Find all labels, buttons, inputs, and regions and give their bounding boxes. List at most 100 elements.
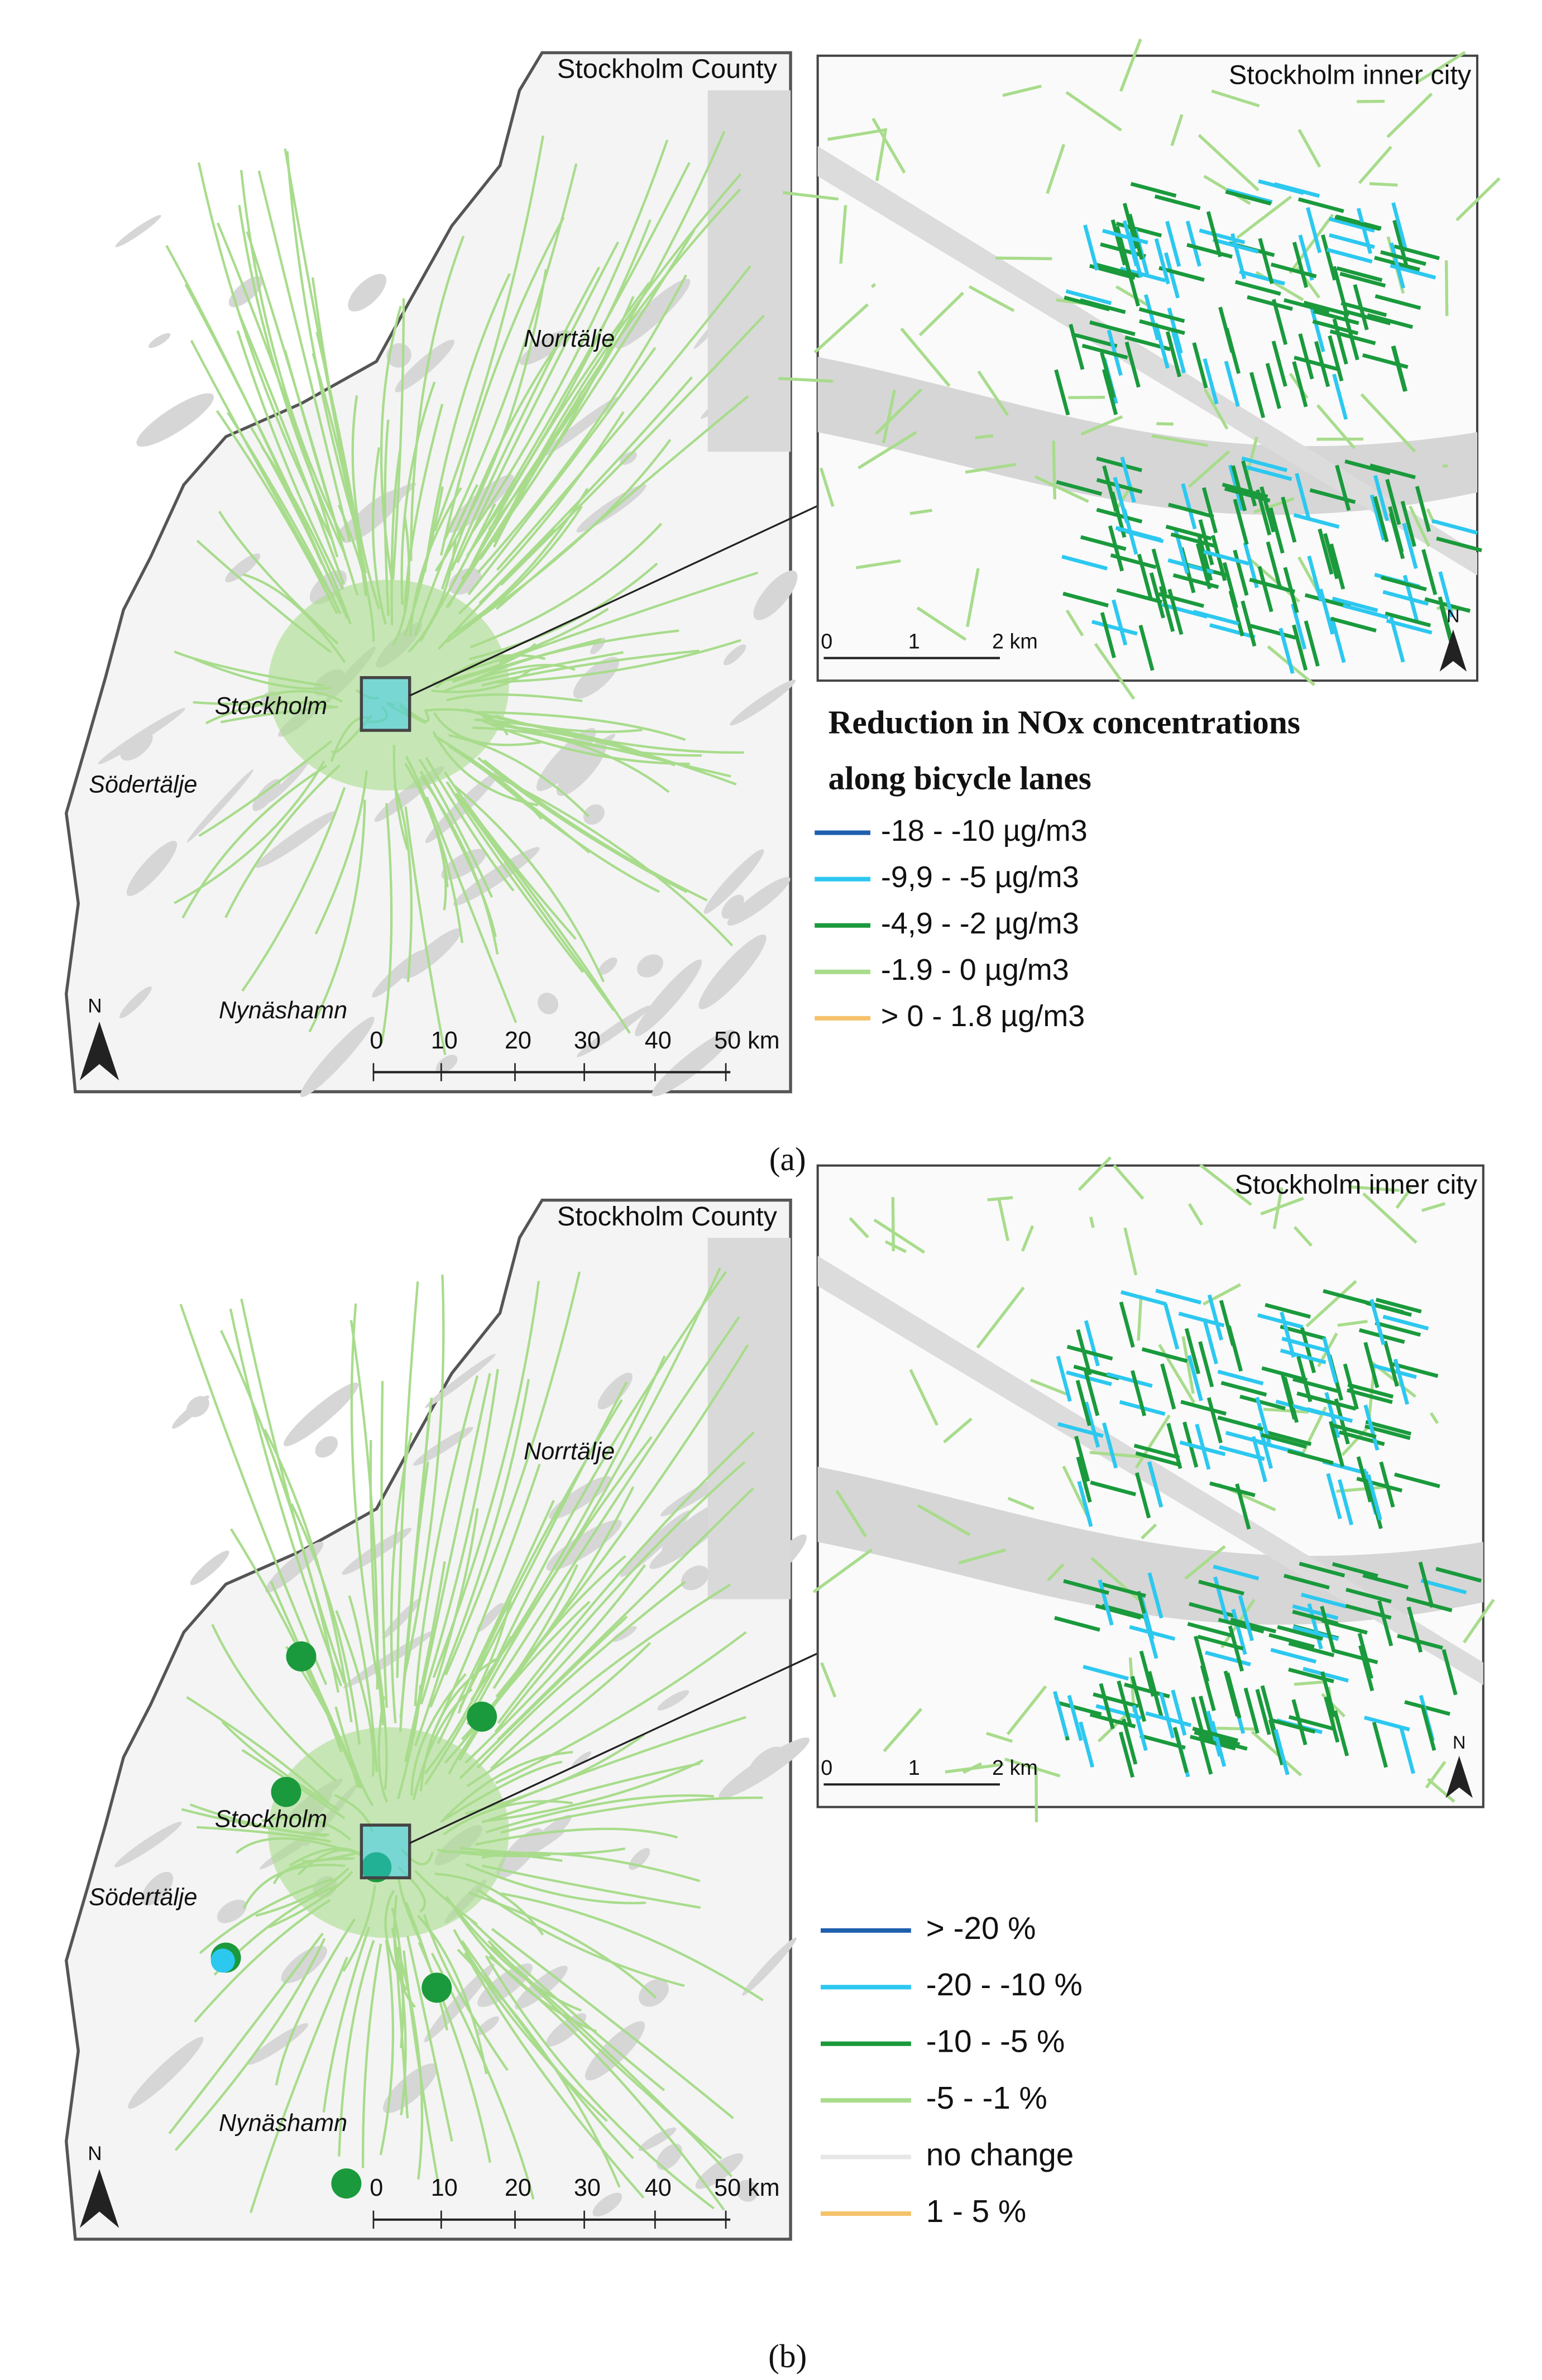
inset-street xyxy=(1243,1687,1260,1734)
inset-road xyxy=(1337,1320,1368,1327)
inset-street xyxy=(1100,612,1116,658)
inset-road xyxy=(1137,1295,1143,1341)
inset-street xyxy=(1210,1721,1227,1767)
water-area xyxy=(386,343,411,368)
road xyxy=(495,1631,747,1784)
north-arrow xyxy=(79,2169,119,2228)
inset-street xyxy=(1055,1700,1102,1716)
inset-street xyxy=(1163,1303,1180,1350)
inset-road xyxy=(1199,1163,1252,1206)
legend-label: > -20 % xyxy=(926,1911,1036,1946)
inset-road xyxy=(909,1369,939,1426)
inset-street xyxy=(1372,1721,1388,1768)
road xyxy=(492,188,741,548)
water-area xyxy=(300,1017,375,1098)
inset-road xyxy=(1065,609,1084,636)
inset-street xyxy=(1130,181,1177,198)
inset-street xyxy=(1170,532,1217,548)
inset-street xyxy=(1280,1311,1296,1358)
inset-street xyxy=(1335,464,1351,511)
road xyxy=(181,764,328,919)
inset-street xyxy=(1291,1699,1308,1746)
inset-street xyxy=(1071,332,1118,348)
inset-road xyxy=(1007,1497,1035,1510)
inset-street xyxy=(1358,1645,1375,1692)
inset-street xyxy=(1074,1435,1090,1482)
water-area xyxy=(256,811,337,868)
water-area xyxy=(583,804,605,825)
road xyxy=(481,1762,701,1824)
inset-street xyxy=(1298,333,1314,380)
road xyxy=(466,219,652,557)
inset-street xyxy=(1292,1610,1339,1626)
inset-street xyxy=(1436,537,1482,553)
inset-road xyxy=(976,1286,1025,1349)
inset-road xyxy=(1094,643,1136,700)
water-area xyxy=(736,2180,758,2202)
inset-street xyxy=(1320,1606,1336,1652)
road xyxy=(445,1895,582,2012)
road xyxy=(174,1938,326,2151)
road xyxy=(477,711,686,741)
road xyxy=(486,1794,714,1833)
inset-road xyxy=(1263,1407,1309,1414)
inset-street xyxy=(1294,356,1340,372)
inset-street xyxy=(1138,624,1155,671)
inset-street xyxy=(1195,543,1212,590)
inset-street xyxy=(1394,1472,1440,1488)
road xyxy=(447,389,589,608)
inset-road xyxy=(1184,1545,1226,1580)
inset-street xyxy=(1222,482,1268,499)
inset-street xyxy=(1139,1650,1155,1697)
inset-street xyxy=(1202,1318,1218,1364)
inset-street xyxy=(1160,1363,1176,1410)
inset-street xyxy=(1345,1587,1392,1604)
inset-street xyxy=(1201,1735,1248,1751)
inset-street xyxy=(1300,1327,1316,1373)
inset-street xyxy=(1131,1675,1147,1722)
road xyxy=(470,1919,665,2091)
inset-street xyxy=(1089,320,1136,337)
inset-street xyxy=(1323,533,1339,580)
road xyxy=(495,1716,746,1810)
water-area xyxy=(499,1829,566,1870)
inset-street xyxy=(1069,323,1085,370)
inset-street xyxy=(1334,1398,1350,1445)
inset-street xyxy=(1225,1672,1242,1719)
scale-label: 0 xyxy=(370,1027,383,1054)
inset-street xyxy=(1322,1337,1338,1383)
water-area xyxy=(721,894,744,919)
inset-street xyxy=(1155,1289,1202,1305)
inset-street xyxy=(1345,1604,1392,1620)
inset-road xyxy=(965,463,1017,474)
inset-road xyxy=(1357,99,1385,103)
inset-road xyxy=(918,291,964,337)
road xyxy=(379,1940,395,2156)
road xyxy=(184,284,329,576)
inset-street xyxy=(1165,524,1212,541)
inset-street xyxy=(1280,1348,1326,1364)
inset-street xyxy=(1205,1650,1251,1667)
inset-street xyxy=(1382,1314,1429,1331)
inset-street xyxy=(1066,1344,1113,1361)
inset-road xyxy=(1409,505,1430,547)
water-area xyxy=(652,1029,735,1096)
inset-north-arrow xyxy=(1439,629,1467,672)
water-area xyxy=(476,1602,504,1632)
road xyxy=(432,1281,540,1678)
inset-road xyxy=(1029,1378,1068,1396)
inset-street xyxy=(1385,478,1401,525)
inset-road xyxy=(1421,1202,1446,1212)
inset-street xyxy=(1362,1573,1409,1589)
road xyxy=(482,1864,701,1909)
inset-street xyxy=(1209,623,1256,639)
inset-street xyxy=(1200,1665,1216,1712)
inset-street xyxy=(1138,307,1185,323)
inset-street xyxy=(1165,331,1182,377)
place-label: Nynäshamn xyxy=(219,997,347,1024)
inset-street xyxy=(1139,319,1185,336)
inset-street xyxy=(1288,1715,1335,1731)
map-panel: Stockholm County Norrtälje Stockholm Södert… xyxy=(64,39,1501,1177)
scale-label: 30 xyxy=(574,1027,601,1054)
road xyxy=(437,1500,555,1744)
